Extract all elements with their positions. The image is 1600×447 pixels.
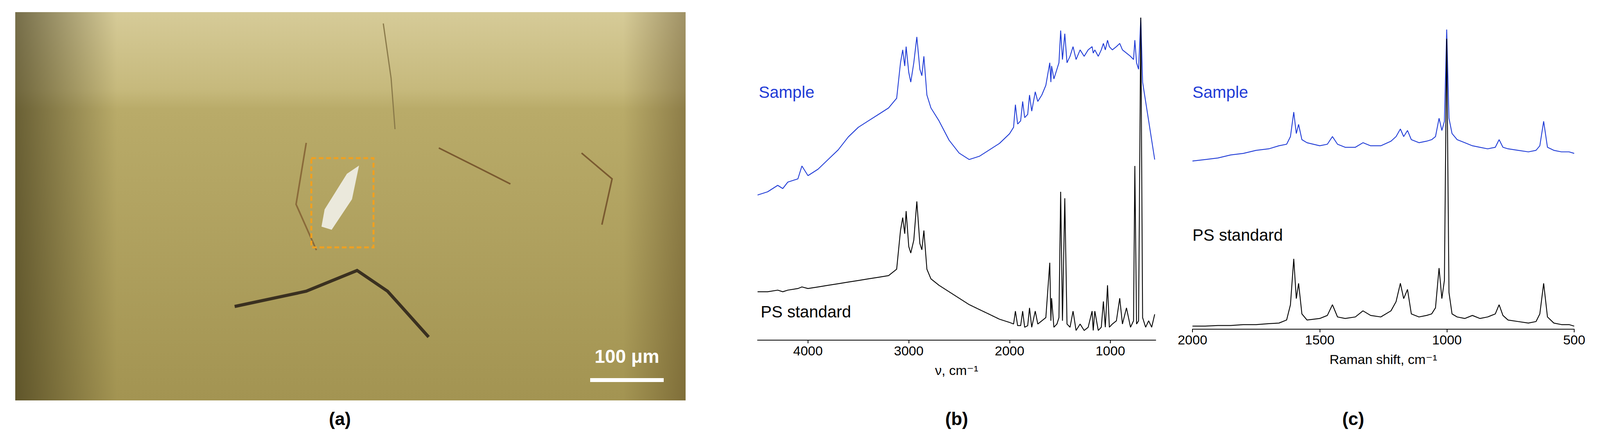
svg-text:PS standard: PS standard [760,302,852,321]
svg-text:ν, cm⁻¹: ν, cm⁻¹ [935,362,979,378]
svg-text:3000: 3000 [894,342,924,358]
svg-text:4000: 4000 [793,342,823,358]
svg-text:Sample: Sample [1192,82,1249,102]
svg-text:1500: 1500 [1305,332,1335,347]
svg-text:PS standard: PS standard [1192,225,1283,245]
svg-text:Sample: Sample [758,82,815,102]
svg-text:2000: 2000 [1177,332,1208,347]
svg-text:(c): (c) [1342,408,1365,429]
svg-text:100 μm: 100 μm [594,345,660,367]
svg-text:1000: 1000 [1095,342,1126,358]
svg-text:1000: 1000 [1432,332,1462,347]
svg-text:500: 500 [1563,332,1586,347]
svg-text:(b): (b) [945,408,969,429]
svg-text:2000: 2000 [994,342,1025,358]
svg-text:Raman shift, cm⁻¹: Raman shift, cm⁻¹ [1329,351,1438,367]
svg-text:(a): (a) [328,408,351,429]
